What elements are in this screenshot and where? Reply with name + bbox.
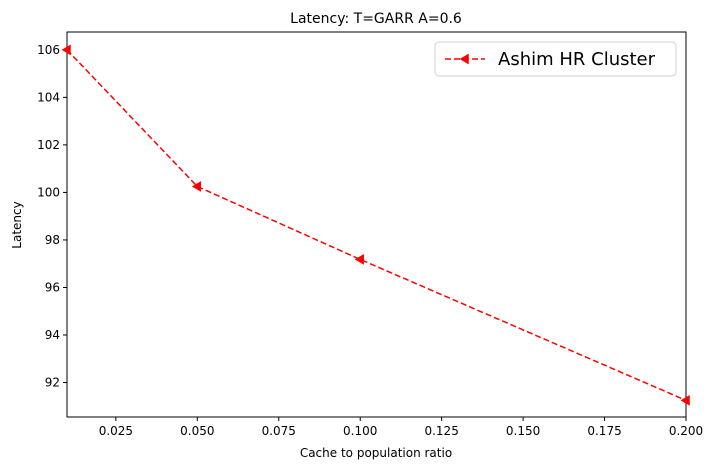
data-point-marker	[459, 53, 469, 65]
y-tick-label: 92	[45, 376, 60, 390]
x-tick-label: 0.025	[99, 424, 133, 438]
x-tick-label: 0.150	[506, 424, 540, 438]
x-tick-label: 0.125	[424, 424, 458, 438]
y-tick-label: 104	[37, 90, 60, 104]
data-point-marker	[191, 181, 202, 192]
y-axis-label: Latency	[10, 201, 24, 248]
legend: Ashim HR Cluster	[434, 41, 677, 77]
plot-frame	[66, 31, 687, 418]
y-axis: 92 94 96 98 100 102 104 106	[37, 43, 67, 390]
plot-area	[66, 31, 687, 418]
y-tick-label: 96	[45, 280, 60, 294]
x-axis-label: Cache to population ratio	[300, 446, 452, 460]
x-axis: 0.025 0.050 0.075 0.100 0.125 0.150 0.175 0.200	[99, 417, 703, 438]
y-tick-label: 102	[37, 138, 60, 152]
y-tick-label: 100	[37, 185, 60, 199]
legend-box	[434, 41, 677, 77]
data-point-marker	[354, 253, 364, 265]
y-tick-label: 106	[37, 43, 60, 57]
legend-label: Ashim HR Cluster	[498, 49, 656, 70]
x-tick-label: 0.050	[180, 424, 214, 438]
series-layer	[61, 44, 690, 406]
x-tick-label: 0.075	[262, 424, 296, 438]
x-tick-label: 0.200	[669, 424, 703, 438]
x-tick-label: 0.175	[587, 424, 621, 438]
series-line	[66, 49, 687, 402]
data-point-marker	[680, 394, 690, 406]
chart-title: Latency: T=GARR A=0.6	[290, 11, 462, 27]
y-tick-label: 94	[45, 328, 60, 342]
x-tick-label: 0.100	[343, 424, 377, 438]
data-point-marker	[61, 44, 71, 56]
y-tick-label: 98	[45, 233, 60, 247]
